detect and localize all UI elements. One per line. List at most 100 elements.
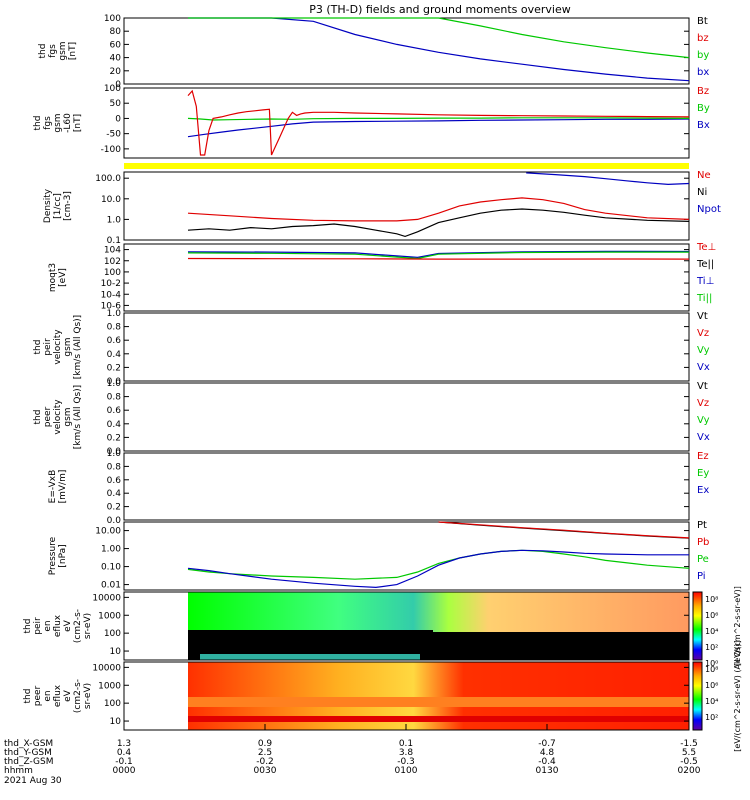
panel-frame-6 (123, 452, 690, 521)
ylabel-7-0: Pressure (48, 536, 58, 575)
colorbar-8 (692, 591, 703, 661)
xtick-label-2-1: 3.8 (399, 748, 414, 758)
ytick-label-1-1: -50 (106, 130, 121, 140)
ytick-label-5-5: 1.0 (107, 379, 122, 389)
series-1-Bx (187, 118, 690, 138)
legend-7-2: Pe (697, 554, 709, 565)
ytick-label-0-4: 80 (110, 27, 122, 37)
ylabel-0-3: [nT] (68, 42, 78, 60)
ylabel-8-6: sr-eV) (83, 613, 93, 639)
panel-frame-3 (123, 243, 690, 312)
ytick-label-2-2: 10.0 (101, 195, 121, 205)
legend-0-0: Bt (697, 16, 708, 27)
colorbar-tick-9-1: 10⁶ (705, 681, 718, 690)
ylabel-9-5: (cm2-s- (73, 679, 83, 713)
ytick-label-0-1: 20 (110, 67, 122, 77)
legend-4-2: Vy (697, 345, 710, 356)
legend-0-3: bx (697, 67, 709, 78)
panel-2: 0.1 1.0 10.0 100.0 Density [1/cc] [cm-3] Ne Ni Np… (43, 170, 721, 246)
panel-frame-4 (123, 312, 690, 382)
ytick-label-6-0: 0.0 (107, 516, 122, 526)
xtick-label-4-3: 0200 (678, 766, 701, 776)
ytick-label-9-3: 10000 (92, 663, 121, 673)
ylabel-8-3: eflux (53, 614, 63, 637)
xtick-label-4-0: -1.5 (680, 739, 698, 749)
ytick-label-5-2: 0.4 (107, 420, 122, 430)
ylabel-8-2: en (43, 620, 53, 631)
ytick-label-3-3: 100 (104, 268, 121, 278)
x-row-label-3: hhmm (4, 766, 33, 776)
ytick-label-1-4: 100 (104, 84, 121, 94)
legend-6-0: Ez (697, 451, 709, 462)
ytick-label-3-4: 102 (104, 257, 121, 267)
ylabel-0-0: thd (38, 44, 48, 59)
ytick-label-4-1: 0.2 (107, 363, 121, 373)
ytick-label-4-2: 0.4 (107, 350, 122, 360)
legend-3-1: Te|| (696, 259, 714, 270)
ytick-label-9-2: 1000 (98, 681, 121, 691)
ylabel-3-1: [eV] (58, 268, 68, 287)
legend-2-1: Ni (697, 187, 707, 198)
ylabel-5-3: gsm (63, 407, 73, 426)
ytick-label-7-2: 1.00 (101, 545, 121, 555)
ylabel-9-6: sr-eV) (83, 683, 93, 709)
ylabel-7-1: [nPa] (58, 544, 68, 567)
ylabel-2-2: [cm-3] (63, 191, 73, 221)
ytick-label-7-3: 10.00 (95, 527, 121, 537)
colorbar-tick-9-3: 10² (705, 713, 718, 722)
legend-6-1: Ey (697, 468, 709, 479)
xtick-label-0-2: -0.1 (115, 757, 133, 767)
series-0-by (188, 17, 690, 59)
yellow-status-bar (124, 163, 689, 169)
xtick-label-1-3: 0030 (254, 766, 277, 776)
panel-4: 0.0 0.2 0.4 0.6 0.8 1.0 thd peir velocity gsm [km/… (33, 309, 710, 387)
legend-1-2: Bx (697, 120, 710, 131)
hm-dark-right (433, 632, 689, 660)
ytick-label-9-1: 100 (104, 699, 121, 709)
ylabel-6-0: E=-VxB (48, 470, 58, 504)
legend-5-2: Vy (697, 415, 710, 426)
ylabel-2-0: Density (43, 188, 53, 223)
x-row-label-2: thd_Z-GSM (4, 757, 53, 767)
legend-1-1: By (697, 103, 710, 114)
ytick-label-2-0: 0.1 (107, 236, 121, 246)
series-3-Ti (187, 250, 690, 259)
colorbar-9 (692, 661, 703, 731)
xtick-label-1-1: 2.5 (258, 748, 272, 758)
ylabel-0-1: fgs (48, 44, 58, 58)
ytick-label-0-3: 60 (110, 40, 122, 50)
legend-4-0: Vt (697, 311, 708, 322)
colorbar-tick-8-0: 10⁸ (705, 595, 718, 604)
series-2-Npot (526, 172, 690, 186)
panel-8: 10 100 1000 10000 thd peir en eflux eV (cm2-s-sr-… (23, 586, 742, 668)
panel-frame-7 (123, 521, 690, 591)
xtick-label-3-1: 4.8 (540, 748, 555, 758)
x-date-label: 2021 Aug 30 (4, 776, 62, 786)
series-3-Ti|| (187, 251, 689, 260)
x-axis-labels: thd_X-GSM thd_Y-GSM thd_Z-GSM hhmm 2021 … (4, 739, 62, 786)
colorbar-label-9: [eV/(cm^2-s-sr-eV) (All Qs)] (733, 640, 742, 751)
ytick-label-8-2: 1000 (98, 611, 121, 621)
series-1-By (187, 117, 690, 121)
panel-frame-5 (123, 382, 690, 452)
ytick-label-9-0: 10 (110, 717, 122, 727)
ytick-label-7-1: 0.10 (101, 563, 121, 573)
legend-2-0: Ne (697, 170, 711, 181)
ylabel-5-0: thd (33, 410, 43, 425)
ytick-label-1-0: -100 (101, 145, 122, 155)
legend-4-1: Vz (697, 328, 709, 339)
ylabel-4-2: velocity (53, 329, 63, 365)
legend-5-3: Vx (697, 432, 710, 443)
x-row-label-0: thd_X-GSM (4, 739, 53, 749)
ytick-label-7-0: 0.01 (101, 581, 121, 591)
series-2-Ne (187, 197, 690, 222)
xtick-label-2-3: 0100 (395, 766, 418, 776)
legend-7-1: Pb (697, 537, 709, 548)
ylabel-3-0: moqt3 (48, 263, 58, 292)
xtick-label-4-2: -0.5 (680, 757, 698, 767)
colorbar-tick-8-4: 10⁰ (705, 659, 718, 668)
ylabel-8-5: (cm2-s- (73, 609, 83, 643)
xtick-label-0-0: 1.3 (117, 739, 131, 749)
legend-3-2: Ti⊥ (696, 276, 714, 287)
